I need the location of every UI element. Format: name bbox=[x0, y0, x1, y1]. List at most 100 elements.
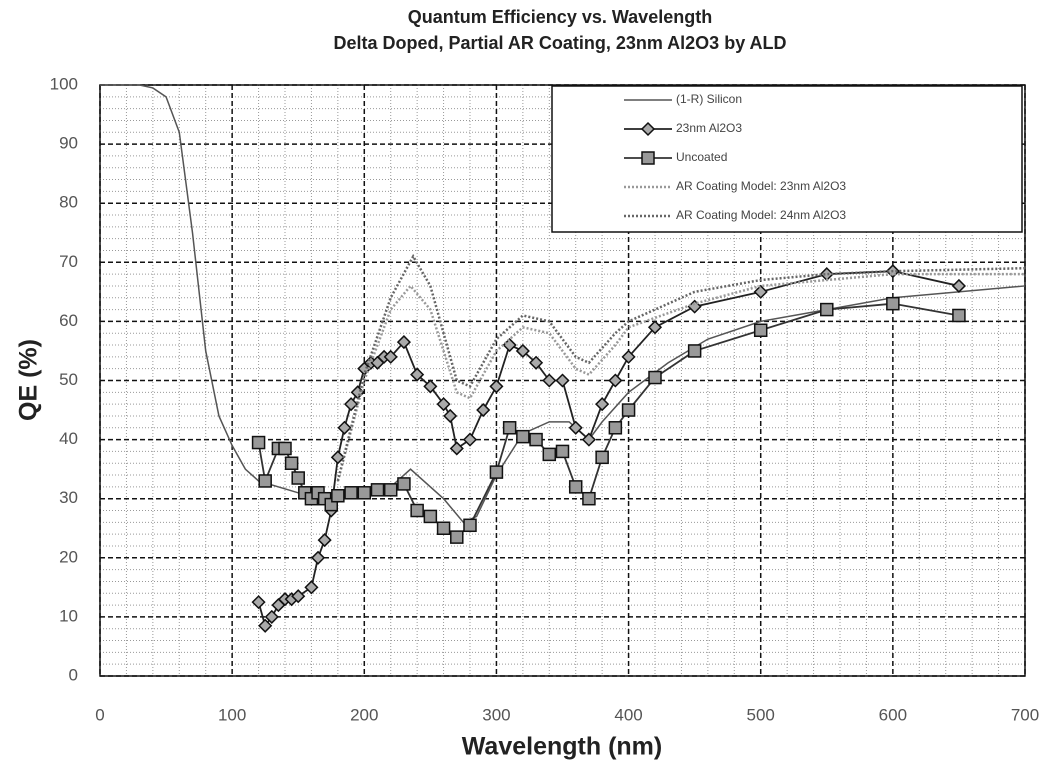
marker-diamond bbox=[595, 397, 610, 412]
marker-square bbox=[357, 486, 372, 500]
marker-diamond bbox=[436, 397, 451, 412]
marker-diamond bbox=[647, 320, 663, 335]
legend-label: Uncoated bbox=[676, 150, 727, 164]
marker-square bbox=[820, 302, 834, 317]
chart-subtitle: Delta Doped, Partial AR Coating, 23nm Al… bbox=[333, 33, 786, 53]
marker-diamond bbox=[489, 379, 504, 394]
marker-diamond bbox=[317, 533, 332, 548]
marker-diamond bbox=[304, 580, 319, 595]
marker-square bbox=[344, 486, 358, 500]
x-tick-label: 400 bbox=[614, 705, 642, 724]
marker-diamond bbox=[344, 397, 359, 412]
marker-diamond bbox=[568, 420, 583, 435]
x-tick-label: 100 bbox=[218, 705, 246, 724]
plot-border bbox=[99, 84, 1026, 677]
marker-diamond bbox=[251, 595, 266, 610]
marker-diamond bbox=[515, 343, 530, 359]
marker-square bbox=[595, 450, 609, 465]
legend-marker bbox=[640, 121, 656, 137]
marker-diamond bbox=[383, 349, 398, 364]
y-tick-label: 20 bbox=[59, 547, 78, 566]
marker-square bbox=[450, 530, 464, 544]
legend-label: 23nm Al2O3 bbox=[676, 121, 742, 135]
marker-diamond bbox=[462, 432, 478, 447]
y-tick-label: 30 bbox=[59, 488, 78, 507]
marker-square bbox=[291, 471, 305, 485]
marker-square bbox=[568, 480, 583, 494]
y-tick-label: 90 bbox=[59, 134, 78, 153]
y-tick-label: 50 bbox=[59, 370, 78, 389]
marker-square bbox=[436, 521, 451, 535]
marker-diamond bbox=[337, 420, 352, 435]
marker-diamond bbox=[621, 349, 636, 364]
marker-diamond bbox=[529, 355, 544, 370]
marker-square bbox=[542, 447, 557, 462]
x-tick-label: 500 bbox=[747, 705, 775, 724]
x-tick-label: 200 bbox=[350, 705, 378, 724]
legend-label: (1-R) Silicon bbox=[676, 92, 742, 106]
marker-diamond bbox=[951, 278, 966, 294]
marker-square bbox=[463, 518, 477, 533]
series-line bbox=[100, 84, 1026, 524]
legend-marker bbox=[641, 151, 655, 165]
series-line bbox=[336, 253, 1026, 482]
marker-diamond bbox=[396, 335, 411, 350]
legend-box bbox=[551, 85, 1023, 233]
marker-square bbox=[648, 370, 662, 385]
y-tick-label: 10 bbox=[59, 606, 78, 625]
marker-square bbox=[529, 432, 543, 447]
marker-diamond bbox=[555, 373, 570, 388]
marker-square bbox=[370, 483, 385, 497]
marker-square bbox=[397, 477, 411, 491]
legend-label: AR Coating Model: 24nm Al2O3 bbox=[676, 208, 846, 222]
marker-square bbox=[886, 296, 900, 311]
marker-square bbox=[331, 488, 345, 503]
marker-diamond bbox=[753, 284, 768, 299]
marker-square bbox=[608, 421, 623, 435]
y-tick-label: 70 bbox=[59, 252, 78, 271]
marker-square bbox=[258, 474, 272, 488]
marker-square bbox=[952, 308, 966, 323]
marker-diamond bbox=[291, 589, 306, 604]
marker-diamond bbox=[443, 408, 458, 424]
y-tick-label: 60 bbox=[59, 311, 78, 330]
marker-square bbox=[251, 435, 266, 450]
chart-title: Quantum Efficiency vs. Wavelength bbox=[408, 7, 712, 27]
marker-square bbox=[383, 483, 398, 497]
marker-square bbox=[284, 456, 299, 470]
y-tick-label: 100 bbox=[50, 74, 78, 93]
x-tick-label: 300 bbox=[482, 705, 510, 724]
x-tick-label: 600 bbox=[879, 705, 907, 724]
x-tick-label: 0 bbox=[95, 705, 104, 724]
marker-square bbox=[621, 403, 636, 417]
y-axis-label: QE (%) bbox=[15, 339, 43, 421]
marker-diamond bbox=[310, 550, 326, 565]
marker-square bbox=[502, 421, 517, 435]
x-tick-label: 700 bbox=[1011, 705, 1039, 724]
marker-diamond bbox=[608, 373, 623, 388]
marker-square bbox=[753, 323, 768, 338]
marker-square bbox=[555, 444, 570, 459]
marker-square bbox=[489, 465, 504, 479]
marker-diamond bbox=[449, 441, 464, 456]
y-tick-label: 80 bbox=[59, 193, 78, 212]
marker-diamond bbox=[476, 402, 491, 418]
y-tick-label: 0 bbox=[69, 665, 78, 684]
marker-diamond bbox=[330, 450, 345, 465]
marker-square bbox=[423, 509, 438, 524]
marker-square bbox=[410, 503, 424, 518]
marker-diamond bbox=[423, 379, 438, 394]
marker-diamond bbox=[410, 367, 425, 382]
marker-square bbox=[582, 491, 596, 506]
marker-square bbox=[687, 344, 702, 358]
marker-diamond bbox=[542, 373, 557, 388]
marker-square bbox=[516, 429, 530, 444]
y-tick-label: 40 bbox=[59, 429, 78, 448]
marker-diamond bbox=[258, 618, 273, 633]
marker-diamond bbox=[581, 432, 596, 447]
legend-label: AR Coating Model: 23nm Al2O3 bbox=[676, 179, 846, 193]
marker-diamond bbox=[264, 609, 279, 624]
x-axis-label: Wavelength (nm) bbox=[462, 733, 662, 761]
marker-square bbox=[278, 441, 292, 456]
